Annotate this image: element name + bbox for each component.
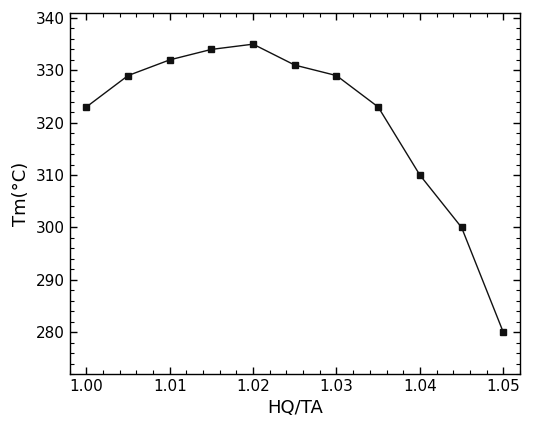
Y-axis label: Tm(°C): Tm(°C) xyxy=(12,161,30,226)
X-axis label: HQ/TA: HQ/TA xyxy=(267,400,323,417)
